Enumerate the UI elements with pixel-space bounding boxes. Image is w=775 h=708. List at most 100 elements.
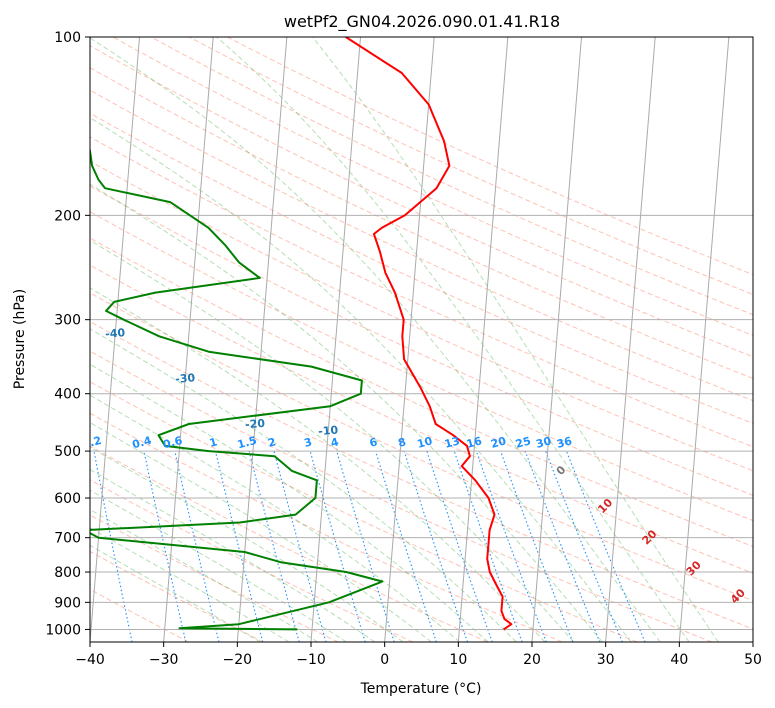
mixing-ratio-label: 30 <box>535 434 553 451</box>
mixing-ratio-label: 0.4 <box>131 434 154 452</box>
isotherm-line <box>90 37 141 642</box>
mixing-ratio-line <box>426 450 493 642</box>
mixing-ratio-line <box>500 450 574 642</box>
mixing-ratio-line <box>545 450 623 642</box>
dry-adiabat-line <box>150 37 753 316</box>
dry-adiabat-line <box>90 185 753 496</box>
mixing-ratio-line <box>174 450 220 642</box>
mixing-ratio-line <box>375 450 437 642</box>
y-tick-label: 700 <box>54 531 81 547</box>
temperature-line <box>345 37 513 631</box>
dewpoint-line <box>90 148 384 631</box>
profile-lines <box>90 37 513 631</box>
mixing-ratio-line <box>214 450 264 642</box>
isotherm-line <box>310 37 362 642</box>
moist-adiabat-line <box>90 287 546 642</box>
isotherm-line <box>457 37 509 642</box>
mixing-ratio-label: 0.2 <box>81 434 103 452</box>
x-tick-label: −40 <box>75 652 105 668</box>
moist-adiabat-line <box>90 394 461 642</box>
plot-frame <box>89 36 754 643</box>
dry-adiabat-line <box>90 237 753 548</box>
moist-adiabat-line <box>90 116 632 642</box>
mixing-ratio-label: 3 <box>303 435 314 450</box>
dry-adiabat-line <box>90 160 753 472</box>
mixing-ratio-label: 13 <box>443 434 461 451</box>
mixing-ratio-line <box>248 450 300 642</box>
x-tick-label: 40 <box>670 652 688 668</box>
mixing-ratio-label: 4 <box>329 435 340 450</box>
mixing-ratio-label: 20 <box>489 434 507 451</box>
mixing-ratio-line <box>143 450 187 642</box>
y-tick-label: 300 <box>54 313 81 329</box>
moist-adiabat-line <box>90 527 290 642</box>
mixing-ratio-label: 1.5 <box>236 434 258 452</box>
dry-adiabat-line <box>90 412 563 642</box>
plot-area: -100-90-80-70-60-50-40-30-20-100.10.20.4… <box>81 37 753 642</box>
mixing-ratio-lines <box>93 450 646 642</box>
mixing-ratio-line <box>273 450 327 642</box>
y-tick-label: 500 <box>54 444 81 460</box>
y-axis-label: Pressure (hPa) <box>12 289 28 389</box>
x-tick-label: 30 <box>597 652 615 668</box>
dry-adiabat-line <box>90 45 753 358</box>
isotherm-label: -40 <box>105 326 126 341</box>
moist-adiabat-line <box>90 508 318 642</box>
dry-adiabat-line <box>188 37 753 296</box>
moist-adiabat-line <box>312 37 719 642</box>
mixing-ratio-label: 1 <box>208 435 219 450</box>
dry-adiabat-line <box>90 381 638 642</box>
x-tick-label: −30 <box>149 652 179 668</box>
dry-adiabat-line <box>112 37 753 337</box>
x-tick-label: −10 <box>296 652 326 668</box>
isotherm-line <box>384 37 435 642</box>
y-tick-label: 1000 <box>45 622 81 638</box>
mixing-ratio-line <box>475 450 547 642</box>
moist-adiabats <box>90 37 719 642</box>
x-tick-label: 0 <box>380 652 389 668</box>
isotherm-line <box>163 37 214 642</box>
y-tick-label: 600 <box>54 491 81 507</box>
x-tick-label: 50 <box>744 652 762 668</box>
x-axis-ticks: −40 −30 −20 −10 0 10 20 30 40 50 <box>75 642 762 668</box>
mixing-ratio-line <box>524 450 601 642</box>
mixing-ratio-line <box>93 450 133 642</box>
isotherm-label: -10 <box>318 423 339 438</box>
x-tick-label: −20 <box>223 652 253 668</box>
y-tick-label: 200 <box>54 208 81 224</box>
dry-adiabat-line <box>90 321 753 630</box>
y-axis-ticks: 100 200 300 400 500 600 700 800 900 1000 <box>45 30 90 638</box>
mixing-ratio-label: 36 <box>555 434 573 451</box>
y-tick-label: 400 <box>54 387 81 403</box>
pressure-gridlines <box>90 37 753 630</box>
skewed-isotherms <box>90 37 753 642</box>
chart-title: wetPf2_GN04.2026.090.01.41.R18 <box>284 12 560 32</box>
isotherm-line <box>531 37 583 642</box>
mixing-ratio-line <box>309 450 366 642</box>
moist-adiabat-line <box>90 37 661 642</box>
mixing-ratio-label: 25 <box>514 434 532 451</box>
isotherm-label: -30 <box>175 371 196 386</box>
x-tick-label: 10 <box>449 652 467 668</box>
isotherm-line <box>236 37 288 642</box>
x-tick-label: 20 <box>523 652 541 668</box>
dry-adiabat-line <box>90 211 753 522</box>
isotherm-line <box>678 37 730 642</box>
moist-adiabat-line <box>90 239 574 642</box>
mixing-ratio-label: 0.6 <box>162 434 185 452</box>
moist-adiabat-line <box>90 544 261 642</box>
dry-adiabat-line <box>90 67 753 379</box>
moist-adiabat-line <box>90 328 517 642</box>
mixing-ratio-line <box>453 450 523 642</box>
moist-adiabat-line <box>90 363 489 642</box>
mixing-ratio-label: 16 <box>465 434 483 451</box>
dry-adiabat-line <box>90 588 190 642</box>
y-tick-label: 800 <box>54 565 81 581</box>
isotherm-label: -20 <box>245 417 266 432</box>
mixing-ratio-label: 8 <box>397 435 408 450</box>
dry-adiabat-line <box>90 550 264 642</box>
mixing-ratio-label: 10 <box>416 434 434 451</box>
mixing-ratio-label: 2 <box>266 435 277 450</box>
